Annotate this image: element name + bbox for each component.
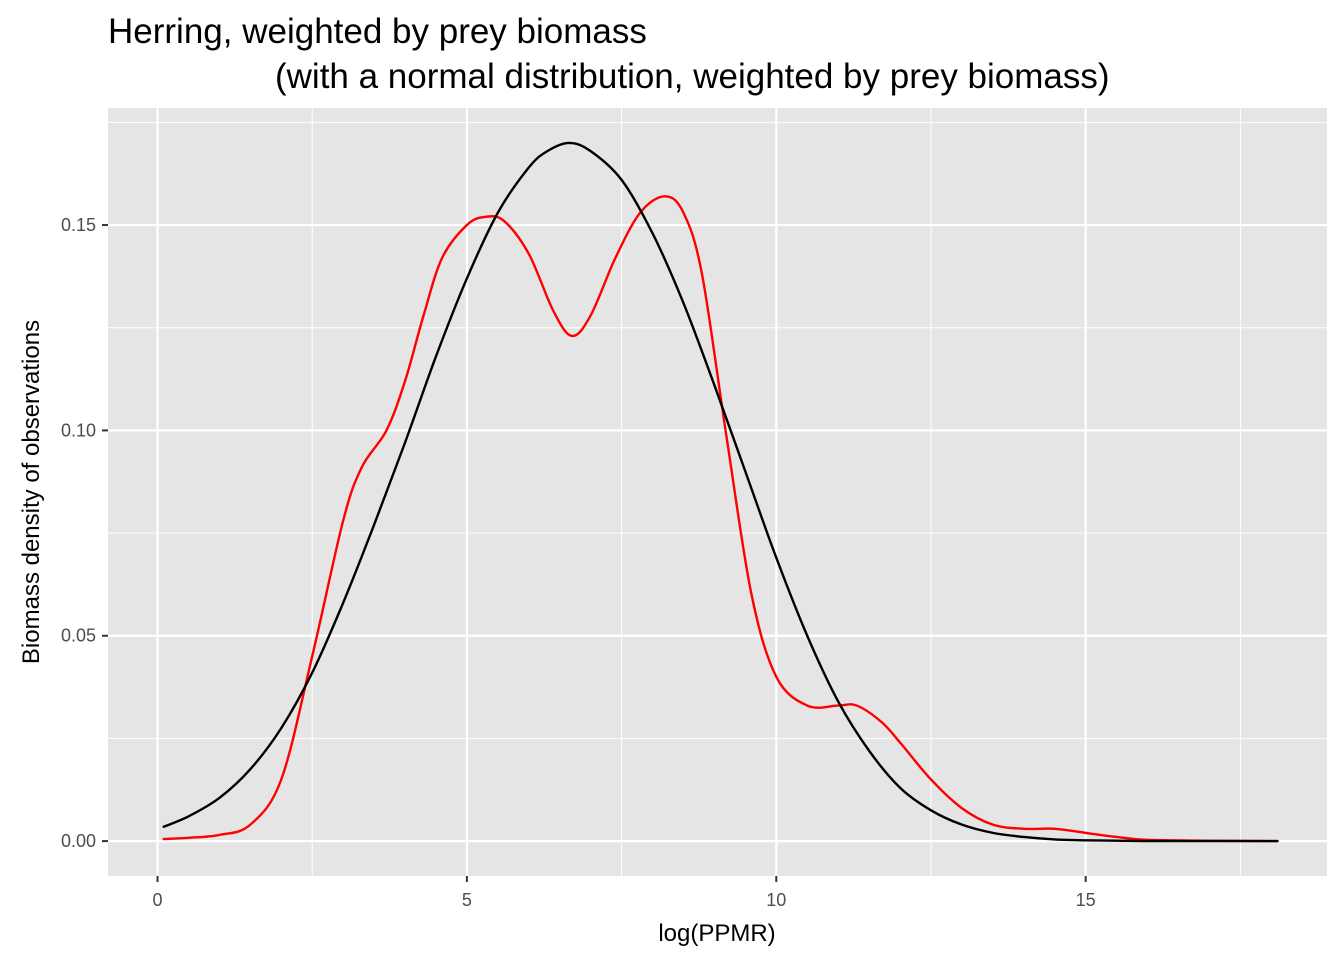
y-axis-ticks: 0.00 0.05 0.10 0.15 [61,215,108,851]
y-tick-label: 0.15 [61,215,96,235]
y-tick-label: 0.05 [61,626,96,646]
x-tick-label: 0 [152,890,162,910]
x-axis-ticks: 0 5 10 15 [152,876,1096,910]
chart-title-line1: Herring, weighted by prey biomass [108,12,647,51]
y-tick-label: 0.00 [61,831,96,851]
x-tick-label: 10 [766,890,786,910]
plot-panel [108,108,1327,876]
kde-density-line [162,195,1279,843]
x-tick-label: 15 [1076,890,1096,910]
x-tick-label: 5 [462,890,472,910]
normal-density-line [162,141,1279,843]
chart-title-line2: (with a normal distribution, weighted by… [275,57,1110,96]
x-axis-title: log(PPMR) [658,920,775,947]
minor-grid [108,108,1327,876]
y-axis-title: Biomass density of observations [18,320,45,664]
y-tick-label: 0.10 [61,420,96,440]
series-layer [162,141,1279,843]
